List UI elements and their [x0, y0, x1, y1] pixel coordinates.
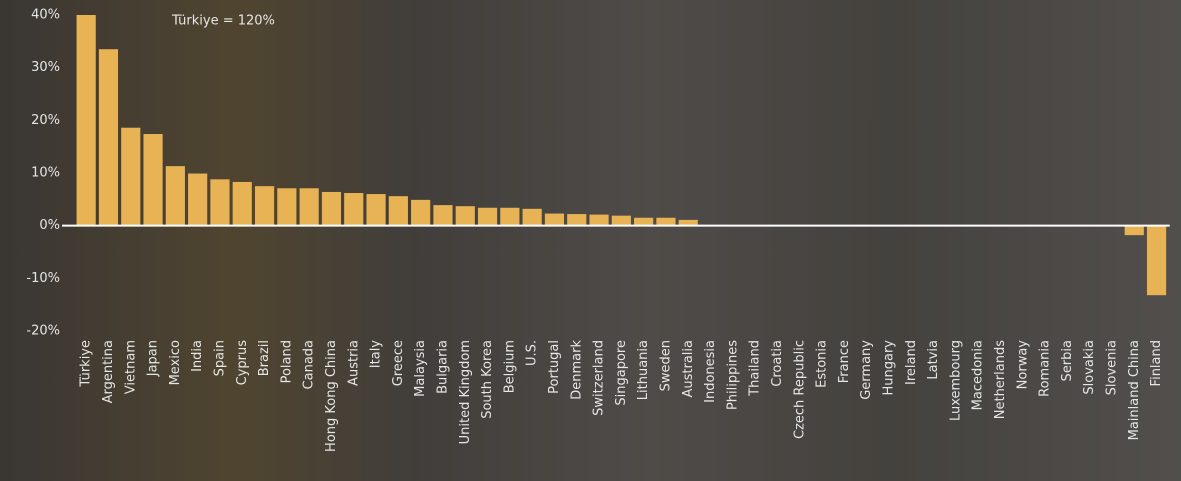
x-tick-label: Serbia — [1060, 340, 1075, 381]
x-tick-label: India — [190, 340, 205, 372]
x-tick-label: Türkiye — [79, 340, 94, 388]
x-tick-label: Hong Kong China — [324, 340, 339, 452]
x-tick-label: U.S. — [525, 340, 540, 366]
x-tick-label: United Kingdom — [458, 340, 473, 444]
x-tick-label: Malaysia — [413, 340, 428, 397]
bar — [1147, 226, 1166, 296]
bar — [433, 205, 452, 226]
bar — [344, 193, 363, 226]
x-tick-label: Romania — [1038, 340, 1053, 397]
y-tick-label: 20% — [31, 113, 60, 128]
x-tick-label: Thailand — [748, 340, 763, 397]
bar — [366, 194, 385, 226]
y-tick-label: 40% — [31, 8, 60, 23]
x-tick-label: Sweden — [658, 340, 673, 391]
bar — [188, 174, 207, 226]
x-tick-label: Bulgaria — [435, 340, 450, 394]
x-tick-label: Luxembourg — [948, 340, 963, 421]
x-tick-label: Slovakia — [1082, 340, 1097, 395]
x-tick-label: Mainland China — [1127, 340, 1142, 440]
bar — [99, 49, 118, 225]
bar — [277, 188, 296, 225]
bar — [1125, 226, 1144, 235]
bar — [500, 208, 519, 226]
x-tick-label: Lithuania — [636, 340, 651, 400]
bar — [411, 200, 430, 226]
x-tick-label: Netherlands — [993, 340, 1008, 419]
x-tick-label: Spain — [212, 340, 227, 376]
bar — [478, 208, 497, 226]
bar — [612, 216, 631, 226]
x-tick-label: Indonesia — [703, 340, 718, 403]
x-tick-label: Japan — [146, 340, 161, 377]
x-tick-label: Ireland — [904, 340, 919, 385]
x-tick-label: Hungary — [881, 340, 896, 396]
x-tick-label: Mexico — [168, 340, 183, 385]
bar — [656, 218, 675, 226]
bar — [545, 214, 564, 226]
x-tick-label: Austria — [346, 340, 361, 386]
bar — [322, 192, 341, 226]
bar — [121, 128, 140, 226]
annotation: Türkiye = 120% — [171, 14, 275, 29]
x-tick-label: Canada — [302, 340, 317, 389]
x-tick-label: Macedonia — [971, 340, 986, 410]
y-tick-label: 0% — [39, 218, 60, 233]
x-tick-label: Philippines — [725, 340, 740, 410]
bar — [210, 179, 229, 225]
x-tick-label: South Korea — [480, 340, 495, 419]
x-tick-label: Czech Republic — [792, 340, 807, 439]
x-tick-label: Greece — [391, 340, 406, 386]
bar — [143, 134, 162, 226]
bar — [634, 218, 653, 226]
x-tick-label: Portugal — [547, 340, 562, 394]
y-tick-label: 30% — [31, 60, 60, 75]
x-tick-label: Norway — [1015, 340, 1030, 390]
x-tick-label: Germany — [859, 340, 874, 400]
x-tick-label: Croatia — [770, 340, 785, 387]
x-tick-label: France — [837, 340, 852, 383]
bar — [233, 182, 252, 226]
bar — [77, 0, 96, 226]
x-tick-label: Cyprus — [235, 340, 250, 386]
y-tick-label: -10% — [26, 271, 60, 286]
x-tick-label: Switzerland — [592, 340, 607, 416]
x-tick-label: Poland — [279, 340, 294, 383]
x-tick-label: Australia — [681, 340, 696, 398]
bar — [589, 215, 608, 226]
bar — [523, 209, 542, 226]
x-tick-label: Argentina — [101, 340, 116, 403]
x-tick-label: Latvia — [926, 340, 941, 380]
x-tick-label: Denmark — [569, 340, 584, 400]
x-tick-label: Singapore — [614, 340, 629, 406]
bar — [255, 186, 274, 226]
x-tick-label: Finland — [1149, 340, 1164, 386]
x-tick-label: Brazil — [257, 340, 272, 376]
x-tick-label: Italy — [369, 340, 384, 369]
bar — [166, 166, 185, 226]
bar — [300, 188, 319, 225]
x-tick-label: Slovenia — [1104, 340, 1119, 395]
x-tick-label: Vietnam — [123, 340, 138, 394]
chart: Türkiye = 120% -20% -10% 0% 10% 20% 30% 40% Tür… — [0, 0, 1181, 481]
bar — [389, 196, 408, 225]
bar — [567, 214, 586, 226]
bar — [456, 206, 475, 225]
y-tick-label: -20% — [26, 324, 60, 339]
x-tick-label: Belgium — [502, 340, 517, 393]
y-tick-label: 10% — [31, 166, 60, 181]
x-tick-label: Estonia — [815, 340, 830, 388]
